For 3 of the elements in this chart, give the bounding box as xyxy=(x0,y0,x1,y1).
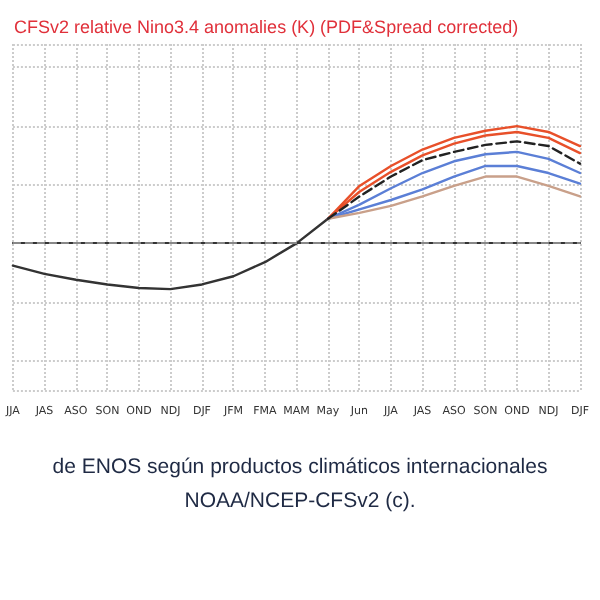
text: NOAA/NCEP-CFSv2 (c). xyxy=(184,489,416,513)
text: de ENOS según productos climáticos internacionales xyxy=(52,455,548,479)
chart-title: CFSv2 relative Nino3.4 anomalies (K) (PDF&Spread corrected) xyxy=(14,17,519,37)
